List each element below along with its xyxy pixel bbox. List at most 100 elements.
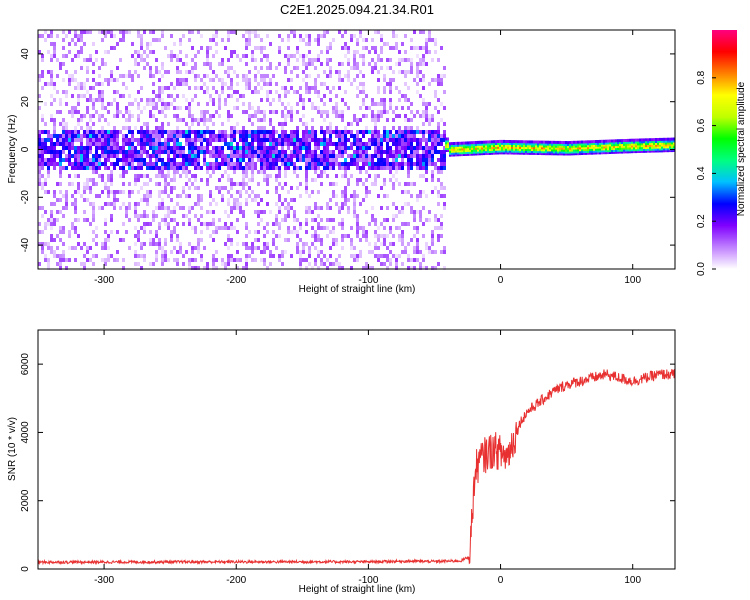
snr-x-tick-label: -200 <box>226 575 246 586</box>
spectrogram-cell <box>116 42 119 46</box>
snr-y-label: SNR (10 * v/v) <box>7 417 18 481</box>
spectrogram-cell <box>362 74 365 78</box>
spectrogram-cell <box>440 78 443 82</box>
spectrogram-cell <box>275 190 278 194</box>
spectrogram-cell <box>194 246 197 250</box>
spectrogram-cell <box>224 262 227 266</box>
spectrogram-cell <box>137 174 140 178</box>
spectrogram-cell <box>368 130 371 134</box>
spectrogram-cell <box>284 154 287 158</box>
spectrogram-cell <box>185 170 188 174</box>
spectrogram-cell <box>101 82 104 86</box>
spectrogram-signal-cell <box>509 151 511 155</box>
spectrogram-cell <box>407 134 410 138</box>
spectrogram-cell <box>425 42 428 46</box>
spectrogram-cell <box>308 166 311 170</box>
spectrogram-cell <box>248 246 251 250</box>
spectrogram-cell <box>329 74 332 78</box>
spectrogram-cell <box>50 102 53 106</box>
spectrogram-cell <box>410 126 413 130</box>
spectrogram-cell <box>326 58 329 62</box>
spectrogram-cell <box>86 78 89 82</box>
spectrogram-cell <box>326 226 329 230</box>
spectrogram-signal-cell <box>555 150 557 154</box>
spectrogram-cell <box>185 134 188 138</box>
spectrogram-signal-cell <box>569 148 571 152</box>
spectrogram-signal-cell <box>657 141 659 145</box>
spectrogram-signal-cell <box>619 146 621 150</box>
spectrogram-cell <box>338 266 341 270</box>
spectrogram-signal-cell <box>655 138 657 141</box>
spectrogram-cell <box>302 130 305 134</box>
spectrogram-signal-cell <box>505 141 507 145</box>
spectrogram-cell <box>68 246 71 250</box>
spectrogram-cell <box>167 102 170 106</box>
spectrogram-cell <box>443 202 446 206</box>
spectrogram-cell <box>341 226 344 230</box>
spectrogram-cell <box>371 182 374 186</box>
spectrogram-cell <box>125 86 128 90</box>
spectrogram-cell <box>236 182 239 186</box>
spectrogram-signal-cell <box>603 145 605 149</box>
spectrogram-cell <box>440 46 443 50</box>
spectrogram-cell <box>248 130 251 134</box>
spectrogram-signal-cell <box>493 149 495 153</box>
spectrogram-signal-cell <box>599 151 601 155</box>
spectrogram-cell <box>104 142 107 146</box>
spectrogram-cell <box>305 126 308 130</box>
spectrogram-cell <box>203 158 206 162</box>
spectrogram-cell <box>149 178 152 182</box>
spectrogram-cell <box>110 130 113 134</box>
spectrogram-cell <box>95 98 98 102</box>
spectrogram-cell <box>425 130 428 134</box>
spectrogram-cell <box>380 50 383 54</box>
spectrogram-cell <box>107 194 110 198</box>
spectrogram-cell <box>431 234 434 238</box>
spectrogram-cell <box>302 62 305 66</box>
spectrogram-cell <box>437 134 440 138</box>
spectrogram-cell <box>305 174 308 178</box>
spectrogram-cell <box>206 182 209 186</box>
spectrogram-cell <box>206 162 209 166</box>
spectrogram-signal-cell <box>671 149 673 153</box>
spectrogram-cell <box>227 246 230 250</box>
spectrogram-cell <box>176 162 179 166</box>
spectrogram-cell <box>200 206 203 210</box>
spectrogram-signal-cell <box>593 143 595 147</box>
spectrogram-cell <box>191 258 194 262</box>
spectrogram-cell <box>119 30 122 34</box>
spectrogram-cell <box>215 186 218 190</box>
spectrogram-cell <box>146 174 149 178</box>
spectrogram-signal-cell <box>581 146 583 150</box>
spectrogram-cell <box>41 130 44 134</box>
spectrogram-signal-cell <box>465 149 467 153</box>
spectrogram-cell <box>425 138 428 142</box>
spectrogram-cell <box>155 142 158 146</box>
spectrogram-cell <box>326 266 329 270</box>
spectrogram-signal-cell <box>663 143 665 147</box>
spectrogram-cell <box>104 246 107 250</box>
spectrogram-cell <box>215 134 218 138</box>
spectrogram-cell <box>50 250 53 254</box>
spectrogram-cell <box>59 230 62 234</box>
spectrogram-cell <box>128 110 131 114</box>
spectrogram-cell <box>47 246 50 250</box>
spectrogram-cell <box>386 254 389 258</box>
spectrogram-cell <box>170 178 173 182</box>
spectrogram-cell <box>401 262 404 266</box>
spectrogram-cell <box>392 202 395 206</box>
spectrogram-cell <box>377 130 380 134</box>
colorbar: 0.00.20.40.60.8 Normalized spectral ampl… <box>696 30 747 276</box>
spectrogram-signal-cell <box>665 137 667 141</box>
spectrogram-cell <box>407 58 410 62</box>
spectrogram-cell <box>410 134 413 138</box>
spectrogram-cell <box>164 86 167 90</box>
spectrogram-cell <box>119 38 122 42</box>
spectrogram-signal-cell <box>661 145 663 149</box>
spectrogram-cell <box>227 154 230 158</box>
spectrogram-cell <box>305 34 308 38</box>
spectrogram-cell <box>344 42 347 46</box>
spectrogram-cell <box>320 114 323 118</box>
spectrogram-cell <box>350 146 353 150</box>
spectrogram-cell <box>110 30 113 34</box>
